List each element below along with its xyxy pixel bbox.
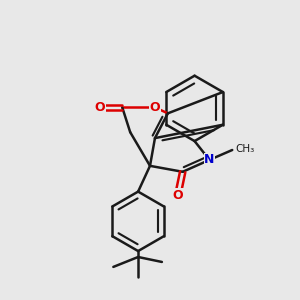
Text: O: O xyxy=(150,101,160,114)
Text: O: O xyxy=(172,189,183,202)
Text: N: N xyxy=(204,153,214,167)
Text: CH₃: CH₃ xyxy=(235,143,254,154)
Text: O: O xyxy=(94,101,105,114)
